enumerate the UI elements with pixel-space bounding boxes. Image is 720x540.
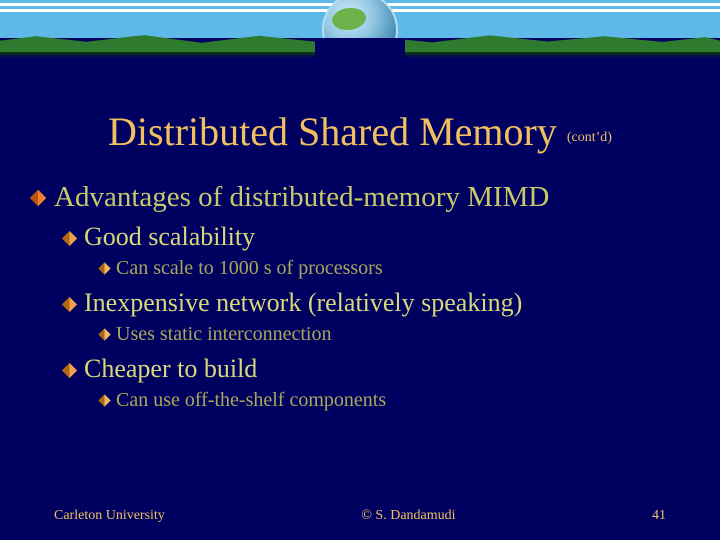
lvl3-text: Can scale to 1000 s of processors (116, 257, 383, 279)
bullet-level-2: Cheaper to build (64, 354, 690, 384)
title-row: Distributed Shared Memory (cont’d) (30, 108, 690, 155)
diamond-bullet-icon (62, 362, 78, 378)
bullet-level-3: Can use off-the-shelf components (100, 389, 690, 412)
diamond-bullet-icon (30, 189, 47, 206)
footer-center: © S. Dandamudi (361, 508, 455, 524)
slide-footer: Carleton University © S. Dandamudi 41 (0, 508, 720, 524)
diamond-bullet-icon (62, 296, 78, 312)
slide-content: Distributed Shared Memory (cont’d) Advan… (0, 70, 720, 540)
lvl1-text: Advantages of distributed-memory MIMD (54, 181, 549, 213)
diamond-bullet-icon (98, 394, 111, 407)
slide-subtitle: (cont’d) (567, 130, 612, 145)
lvl3-text: Can use off-the-shelf components (116, 389, 386, 411)
bullet-level-2: Inexpensive network (relatively speaking… (64, 288, 690, 318)
lvl2-text: Cheaper to build (84, 354, 257, 383)
lvl2-text: Good scalability (84, 222, 255, 251)
diamond-bullet-icon (98, 328, 111, 341)
decorative-banner (0, 0, 720, 60)
lvl2-text: Inexpensive network (relatively speaking… (84, 288, 522, 317)
footer-right: 41 (652, 508, 666, 524)
bullet-level-3: Can scale to 1000 s of processors (100, 257, 690, 280)
bullet-level-1: Advantages of distributed-memory MIMD (32, 181, 690, 214)
footer-left: Carleton University (54, 508, 165, 524)
diamond-bullet-icon (62, 230, 78, 246)
diamond-bullet-icon (98, 262, 111, 275)
slide-title: Distributed Shared Memory (108, 109, 557, 154)
bullet-level-2: Good scalability (64, 222, 690, 252)
lvl3-text: Uses static interconnection (116, 323, 332, 345)
bullet-level-3: Uses static interconnection (100, 323, 690, 346)
